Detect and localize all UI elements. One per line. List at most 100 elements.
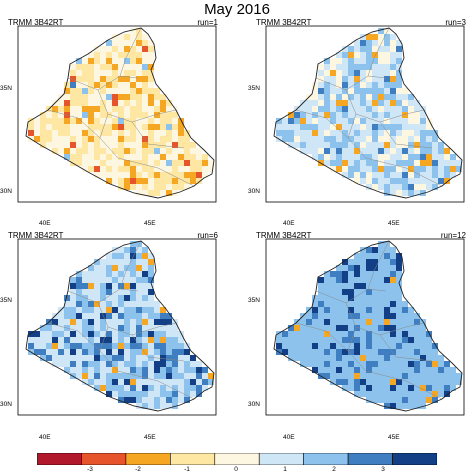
grid-cell xyxy=(294,355,300,361)
grid-cell xyxy=(348,349,354,355)
grid-cell xyxy=(378,367,384,373)
grid-cell xyxy=(172,373,178,379)
grid-cell xyxy=(136,64,142,70)
grid-cell xyxy=(390,307,396,313)
grid-cell xyxy=(160,307,166,313)
grid-cell xyxy=(70,100,76,106)
grid-cell xyxy=(172,118,178,124)
grid-cell xyxy=(366,313,372,319)
grid-cell xyxy=(142,64,148,70)
grid-cell xyxy=(336,283,342,289)
grid-cell xyxy=(342,160,348,166)
grid-cell xyxy=(330,337,336,343)
grid-cell xyxy=(372,385,378,391)
grid-cell xyxy=(306,148,312,154)
grid-cell xyxy=(148,46,154,52)
grid-cell xyxy=(438,385,444,391)
grid-cell xyxy=(118,295,124,301)
grid-cell xyxy=(408,148,414,154)
grid-cell xyxy=(124,259,130,265)
grid-cell xyxy=(142,313,148,319)
grid-cell xyxy=(342,166,348,172)
grid-cell xyxy=(112,367,118,373)
grid-cell xyxy=(118,64,124,70)
grid-cell xyxy=(100,325,106,331)
grid-cell xyxy=(100,343,106,349)
grid-cell xyxy=(318,64,324,70)
grid-cell xyxy=(426,391,432,397)
grid-cell xyxy=(342,82,348,88)
grid-cell xyxy=(100,289,106,295)
grid-cell xyxy=(408,373,414,379)
grid-cell xyxy=(306,100,312,106)
grid-cell xyxy=(70,355,76,361)
grid-cell xyxy=(142,130,148,136)
grid-cell xyxy=(70,82,76,88)
grid-cell xyxy=(112,154,118,160)
grid-cell xyxy=(112,379,118,385)
grid-cell xyxy=(408,349,414,355)
grid-cell xyxy=(178,373,184,379)
grid-cell xyxy=(190,142,196,148)
grid-cell xyxy=(136,34,142,40)
grid-cell xyxy=(384,112,390,118)
grid-cell xyxy=(142,367,148,373)
grid-cell xyxy=(420,343,426,349)
grid-cell xyxy=(438,391,444,397)
grid-cell xyxy=(324,82,330,88)
grid-cell xyxy=(100,130,106,136)
grid-cell xyxy=(118,52,124,58)
grid-cell xyxy=(372,118,378,124)
grid-cell xyxy=(118,259,124,265)
grid-cell xyxy=(118,46,124,52)
grid-cell xyxy=(366,106,372,112)
panel-border xyxy=(17,25,217,203)
grid-cell xyxy=(330,142,336,148)
grid-cell xyxy=(136,367,142,373)
grid-cell xyxy=(342,172,348,178)
grid-cell xyxy=(196,178,202,184)
grid-cell xyxy=(372,397,378,403)
grid-cell xyxy=(354,124,360,130)
grid-cell xyxy=(378,52,384,58)
grid-cell xyxy=(336,136,342,142)
grid-cell xyxy=(118,361,124,367)
grid-cell xyxy=(118,367,124,373)
lat-label-30n: 30N xyxy=(248,188,260,195)
grid-cell xyxy=(354,259,360,265)
grid-cell xyxy=(372,160,378,166)
grid-cell xyxy=(396,76,402,82)
grid-cell xyxy=(354,166,360,172)
grid-cell xyxy=(112,391,118,397)
grid-cell xyxy=(118,373,124,379)
grid-cell xyxy=(348,118,354,124)
grid-cell xyxy=(88,52,94,58)
grid-cell xyxy=(348,154,354,160)
grid-cell xyxy=(318,313,324,319)
map-frame xyxy=(265,25,465,203)
grid-cell xyxy=(276,337,282,343)
grid-cell xyxy=(426,373,432,379)
grid-cell xyxy=(118,166,124,172)
grid-cell xyxy=(76,100,82,106)
grid-cell xyxy=(306,130,312,136)
grid-cell xyxy=(94,337,100,343)
grid-cell xyxy=(438,148,444,154)
grid-cell xyxy=(154,337,160,343)
grid-cell xyxy=(82,283,88,289)
grid-cell xyxy=(312,106,318,112)
grid-cell xyxy=(190,379,196,385)
grid-cell xyxy=(360,253,366,259)
grid-cell xyxy=(160,355,166,361)
grid-cell xyxy=(178,154,184,160)
grid-cell xyxy=(366,148,372,154)
grid-cell xyxy=(306,106,312,112)
grid-cell xyxy=(360,172,366,178)
grid-cell xyxy=(58,136,64,142)
grid-cell xyxy=(378,130,384,136)
grid-cell xyxy=(76,295,82,301)
grid-cell xyxy=(342,88,348,94)
grid-cell xyxy=(396,379,402,385)
grid-cell xyxy=(360,385,366,391)
grid-cell xyxy=(402,367,408,373)
